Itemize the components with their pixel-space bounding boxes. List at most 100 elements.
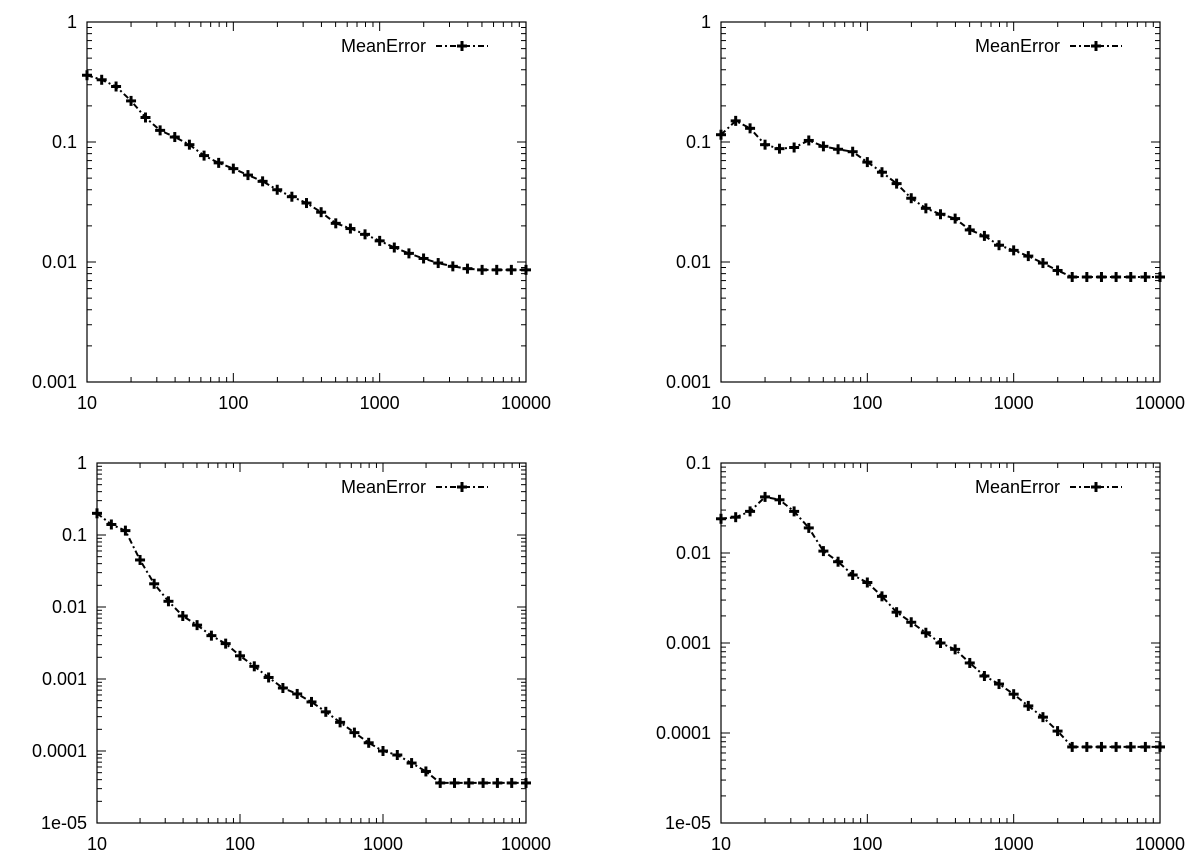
data-point bbox=[1111, 741, 1122, 752]
data-point bbox=[477, 264, 488, 275]
data-point bbox=[920, 203, 931, 214]
plot-frame bbox=[720, 21, 1161, 383]
y-tick-label: 0.1 bbox=[62, 525, 87, 545]
data-point bbox=[950, 644, 961, 655]
y-tick-label: 0.001 bbox=[666, 633, 711, 653]
x-tick-label: 1000 bbox=[994, 834, 1034, 854]
y-tick-label: 0.01 bbox=[42, 252, 77, 272]
data-point bbox=[789, 142, 800, 153]
x-tick-label: 10000 bbox=[501, 834, 551, 854]
data-point bbox=[920, 627, 931, 638]
data-point bbox=[1067, 271, 1078, 282]
data-point bbox=[96, 74, 107, 85]
data-point bbox=[82, 70, 92, 81]
x-tick-label: 1000 bbox=[363, 834, 403, 854]
chart-panel-4: 10 100 1000 10000 1e-05 0.0001 0.001 0.01 0.1 Mea… bbox=[656, 453, 1185, 854]
data-point bbox=[492, 777, 503, 788]
data-point bbox=[847, 146, 858, 157]
data-point bbox=[1008, 689, 1019, 700]
data-point bbox=[106, 519, 117, 530]
data-point bbox=[1125, 271, 1136, 282]
data-point bbox=[506, 777, 517, 788]
legend-marker bbox=[457, 482, 467, 492]
data-point bbox=[277, 682, 288, 693]
data-point bbox=[1081, 741, 1092, 752]
data-point bbox=[862, 577, 873, 588]
y-tick-label: 1e-05 bbox=[665, 813, 711, 833]
data-point bbox=[374, 235, 385, 246]
legend-marker bbox=[1091, 482, 1101, 492]
data-point bbox=[964, 657, 975, 668]
data-point bbox=[1023, 251, 1034, 262]
data-point bbox=[199, 150, 210, 161]
data-point bbox=[389, 242, 400, 253]
data-point bbox=[950, 213, 961, 224]
x-tick-label: 100 bbox=[225, 834, 255, 854]
data-point bbox=[140, 112, 151, 123]
x-tick-label: 100 bbox=[218, 393, 248, 413]
y-tick-label: 0.001 bbox=[32, 372, 77, 392]
data-point bbox=[263, 672, 274, 683]
x-tick-label: 100 bbox=[852, 834, 882, 854]
y-tick-label: 0.01 bbox=[52, 597, 87, 617]
data-point bbox=[716, 513, 726, 524]
data-point bbox=[1037, 258, 1048, 269]
y-tick-label: 0.01 bbox=[676, 252, 711, 272]
data-point bbox=[506, 264, 517, 275]
data-point bbox=[818, 546, 829, 557]
data-point bbox=[862, 157, 873, 168]
legend-label: MeanError bbox=[341, 477, 426, 497]
data-point bbox=[979, 230, 990, 241]
data-point bbox=[1111, 271, 1122, 282]
data-point bbox=[163, 596, 174, 607]
data-point bbox=[935, 638, 946, 648]
y-tick-label: 0.1 bbox=[52, 132, 77, 152]
data-point bbox=[745, 123, 756, 134]
y-tick-label: 0.1 bbox=[686, 453, 711, 473]
y-tick-label: 0.001 bbox=[42, 669, 87, 689]
y-tick-label: 0.01 bbox=[676, 543, 711, 563]
y-tick-label: 1 bbox=[701, 12, 711, 32]
data-point bbox=[111, 81, 122, 92]
data-point bbox=[242, 170, 253, 181]
plot-frame bbox=[86, 21, 527, 383]
data-point bbox=[906, 617, 917, 628]
data-point bbox=[330, 218, 341, 229]
data-point bbox=[418, 253, 429, 264]
data-point bbox=[891, 607, 902, 618]
x-tick-label: 10 bbox=[77, 393, 97, 413]
data-point bbox=[964, 224, 975, 235]
data-point bbox=[155, 125, 166, 136]
legend-label: MeanError bbox=[975, 477, 1060, 497]
y-tick-label: 0.0001 bbox=[32, 741, 87, 761]
data-point bbox=[1140, 271, 1151, 282]
data-point bbox=[833, 144, 844, 155]
data-point bbox=[228, 163, 239, 174]
data-point bbox=[286, 191, 297, 202]
y-tick-label: 1 bbox=[77, 453, 87, 473]
data-point bbox=[491, 264, 502, 275]
legend-marker bbox=[1091, 41, 1101, 51]
data-point bbox=[774, 143, 785, 154]
data-point bbox=[716, 129, 726, 140]
x-tick-label: 10 bbox=[711, 393, 731, 413]
data-point bbox=[335, 717, 346, 728]
series-line bbox=[720, 119, 1160, 278]
x-tick-label: 1000 bbox=[360, 393, 400, 413]
data-point bbox=[135, 554, 146, 565]
data-point bbox=[935, 209, 946, 220]
data-point bbox=[521, 264, 531, 275]
data-point bbox=[1023, 700, 1034, 711]
data-point bbox=[184, 139, 195, 150]
y-tick-label: 0.0001 bbox=[656, 723, 711, 743]
x-tick-label: 1000 bbox=[994, 393, 1034, 413]
data-point bbox=[272, 184, 283, 195]
data-point bbox=[206, 630, 217, 641]
data-point bbox=[891, 178, 902, 189]
series-line bbox=[96, 512, 526, 784]
data-point bbox=[378, 746, 388, 756]
data-point bbox=[1052, 265, 1063, 276]
data-point bbox=[301, 198, 312, 209]
legend-label: MeanError bbox=[341, 36, 426, 56]
